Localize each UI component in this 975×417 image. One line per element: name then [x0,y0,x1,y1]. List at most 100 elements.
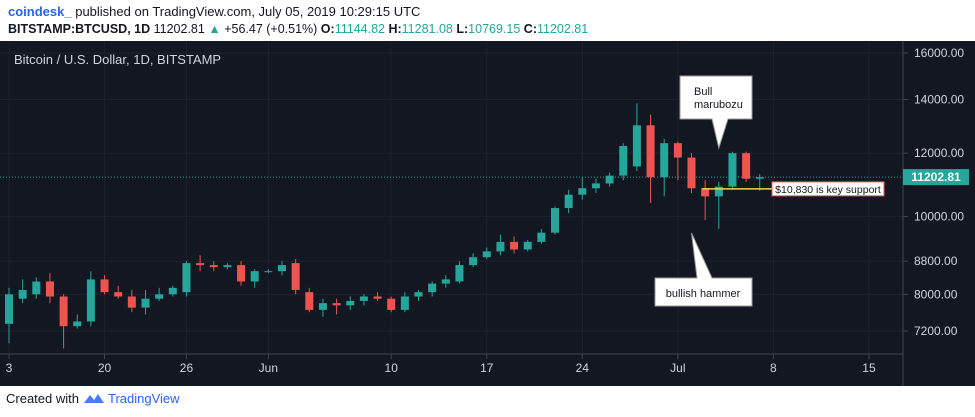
candle[interactable] [18,279,27,304]
candle[interactable] [73,314,82,329]
candle[interactable] [632,103,641,172]
candle-body [237,265,246,282]
candle[interactable] [141,289,150,315]
candle[interactable] [605,172,614,187]
candle[interactable] [332,298,341,315]
x-tick-label: 26 [180,361,194,375]
candle-body [701,188,710,197]
close-label: C: [523,22,537,36]
candle[interactable] [742,151,751,182]
chart-title: Bitcoin / U.S. Dollar, 1D, BITSTAMP [14,52,221,67]
callout-text: bullish hammer [666,288,741,300]
candle-body [755,177,764,179]
candle[interactable] [32,277,41,299]
x-tick-label: 10 [385,361,399,375]
candle[interactable] [278,261,286,276]
candle[interactable] [755,174,764,191]
candle[interactable] [387,296,396,313]
candle-body [100,279,109,293]
price-axis[interactable]: 7200.00 8000.00 8800.00 10000.00 12000.00 140… [903,46,964,338]
candle[interactable] [551,206,559,235]
candle[interactable] [523,240,532,252]
candle[interactable] [714,181,723,230]
candle[interactable] [564,189,573,214]
tradingview-link[interactable]: TradingView [108,391,180,406]
candle[interactable] [318,298,327,317]
candle[interactable] [209,261,218,272]
candle[interactable] [660,138,669,197]
y-tick-label: 14000.00 [914,92,964,106]
candle-body [496,241,505,252]
candle[interactable] [701,180,710,221]
support-label-box [771,181,885,197]
candle[interactable] [646,114,655,203]
candle[interactable] [496,234,505,256]
candle[interactable] [728,151,737,190]
candle-body [387,298,396,310]
candle[interactable] [114,285,123,299]
y-tick-label: 7200.00 [914,324,958,338]
candle[interactable] [223,263,232,270]
candle[interactable] [100,275,109,295]
candle[interactable] [619,143,628,181]
candle[interactable] [168,285,177,297]
candle[interactable] [291,259,300,295]
candle[interactable] [687,153,696,194]
candle-body [318,303,327,310]
candle[interactable] [45,273,54,304]
candle-body [332,303,341,306]
candle-body [168,287,177,295]
created-with-text: Created with [6,391,79,406]
candle[interactable] [155,287,164,301]
candle[interactable] [428,281,437,297]
candle[interactable] [264,269,273,274]
candle[interactable] [455,261,464,284]
candle[interactable] [5,287,13,344]
candle[interactable] [305,287,314,313]
candle[interactable] [86,271,95,327]
candle[interactable] [237,261,246,286]
candles[interactable] [5,103,764,349]
candle-body [742,153,751,179]
candle[interactable] [441,275,450,288]
candle-body [86,279,95,322]
candle-body [359,296,368,301]
chart-background [0,41,975,386]
candle[interactable] [469,253,478,268]
support-label-text: $10,830 is key support [775,184,881,196]
candle-body [660,143,669,178]
y-tick-label: 8000.00 [914,287,958,301]
candle[interactable] [196,255,205,272]
candle[interactable] [510,236,519,254]
candle-body [728,153,737,187]
candle[interactable] [400,292,409,313]
candle[interactable] [182,261,191,297]
up-arrow-icon: ▲ [208,22,221,36]
x-tick-label: 20 [98,361,112,375]
candle[interactable] [673,141,682,181]
candle[interactable] [373,292,382,301]
author-link[interactable]: coindesk_ [8,4,72,19]
time-axis[interactable]: 3 20 26 Jun 10 17 24 Jul 8 15 [6,354,876,375]
x-tick-label: Jul [670,361,685,375]
candle[interactable] [127,289,136,313]
candle[interactable] [59,294,68,349]
low-value: 10769.15 [468,22,521,36]
callout-bullish-hammer: bullish hammer [654,232,753,307]
candle-body [45,281,54,297]
candle[interactable] [250,269,259,288]
candle[interactable] [578,177,587,200]
candle[interactable] [537,229,546,244]
candlestick-chart[interactable]: 7200.00 8000.00 8800.00 10000.00 12000.00 140… [0,41,975,386]
candle[interactable] [482,247,491,260]
candle-body [414,292,423,297]
candle-body [155,294,164,299]
candle[interactable] [591,178,600,194]
candle[interactable] [346,296,355,310]
candle[interactable] [414,289,423,301]
candle-body [291,263,300,290]
callout-text: Bull [694,86,712,98]
candle[interactable] [359,294,368,306]
